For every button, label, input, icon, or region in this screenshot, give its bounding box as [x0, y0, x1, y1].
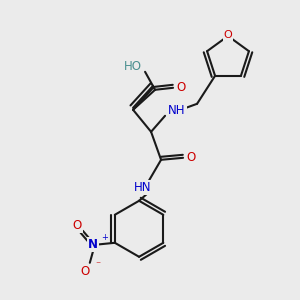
Text: O: O — [224, 30, 232, 40]
Text: O: O — [176, 81, 186, 94]
Text: O: O — [186, 151, 196, 164]
Text: HO: HO — [124, 60, 142, 73]
Text: O: O — [80, 265, 89, 278]
Text: HN: HN — [134, 181, 152, 194]
Text: NH: NH — [168, 104, 186, 117]
Text: ⁻: ⁻ — [96, 260, 101, 270]
Text: +: + — [101, 233, 108, 242]
Text: N: N — [88, 238, 98, 251]
Text: O: O — [72, 219, 81, 232]
